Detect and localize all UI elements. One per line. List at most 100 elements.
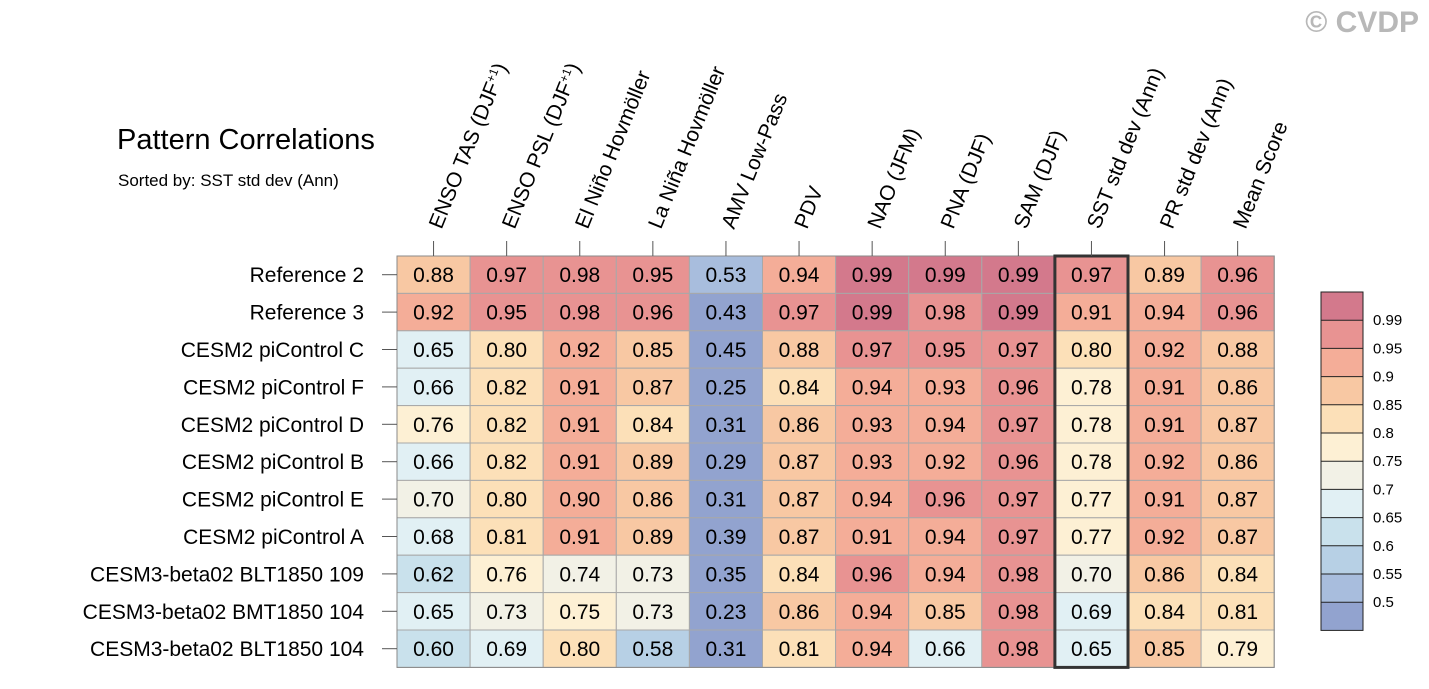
cell-value: 0.68 — [413, 526, 454, 549]
colorbar-label: 0.95 — [1373, 340, 1402, 357]
cell-value: 0.69 — [486, 638, 527, 661]
cell-value: 0.78 — [1071, 414, 1112, 437]
row-label: CESM2 piControl A — [183, 526, 364, 549]
cell-value: 0.87 — [779, 489, 820, 512]
cell-value: 0.99 — [925, 264, 966, 287]
heatmap-cell — [762, 592, 837, 631]
cell-value: 0.84 — [632, 414, 673, 437]
heatmap-cell — [1127, 255, 1202, 294]
colorbar-box — [1321, 320, 1363, 349]
cell-value: 0.84 — [1217, 563, 1258, 586]
row-label: CESM2 piControl E — [182, 489, 364, 512]
heatmap-cell — [908, 629, 983, 668]
heatmap-cell — [615, 479, 690, 519]
cell-value: 0.66 — [413, 451, 454, 474]
cell-value: 0.86 — [1144, 563, 1185, 586]
cell-value: 0.91 — [1144, 414, 1185, 437]
cell-value: 0.84 — [779, 563, 820, 586]
cell-value: 0.97 — [779, 302, 820, 325]
colorbar-box — [1321, 545, 1363, 574]
colorbar-label: 0.55 — [1373, 566, 1402, 583]
cell-value: 0.90 — [559, 489, 600, 512]
heatmap-cell — [981, 442, 1056, 481]
heatmap-cell — [981, 292, 1056, 332]
row-label: CESM2 piControl F — [183, 376, 364, 399]
colorbar-box — [1321, 292, 1363, 321]
cell-value: 0.93 — [852, 414, 893, 437]
cell-value: 0.73 — [486, 601, 527, 624]
cell-value: 0.31 — [706, 414, 747, 437]
cell-value: 0.80 — [486, 489, 527, 512]
column-label: Mean Score — [1229, 118, 1293, 232]
cell-value: 0.86 — [632, 489, 673, 512]
cell-value: 0.96 — [1217, 264, 1258, 287]
column-label: PDV — [790, 183, 828, 232]
cell-value: 0.94 — [925, 526, 966, 549]
row-label: CESM2 piControl C — [181, 339, 364, 362]
heatmap-cell — [396, 330, 471, 369]
cell-value: 0.73 — [632, 563, 673, 586]
cell-value: 0.99 — [852, 264, 893, 287]
cell-value: 0.75 — [559, 601, 600, 624]
heatmap-cell — [1127, 592, 1202, 631]
heatmap-cell — [688, 479, 764, 519]
heatmap-cell — [615, 330, 690, 369]
cell-value: 0.94 — [925, 563, 966, 586]
cell-value: 0.91 — [559, 526, 600, 549]
cell-value: 0.94 — [779, 264, 820, 287]
cell-value: 0.91 — [1144, 376, 1185, 399]
heatmap-cell — [615, 405, 690, 444]
cell-value: 0.73 — [632, 601, 673, 624]
heatmap-cell — [615, 554, 690, 594]
cell-value: 0.31 — [706, 489, 747, 512]
cell-value: 0.74 — [559, 563, 600, 586]
heatmap-cell — [1127, 554, 1202, 594]
heatmap-cell — [1200, 405, 1275, 444]
colorbar-box — [1321, 517, 1363, 546]
cell-value: 0.77 — [1071, 526, 1112, 549]
cell-value: 0.92 — [1144, 451, 1185, 474]
cell-value: 0.86 — [1217, 451, 1258, 474]
cell-value: 0.97 — [998, 339, 1039, 362]
cell-value: 0.98 — [925, 302, 966, 325]
cell-value: 0.95 — [632, 264, 673, 287]
cell-value: 0.86 — [779, 414, 820, 437]
heatmap-cell — [469, 629, 544, 668]
column-label: ENSO TAS (DJF+1) — [425, 60, 512, 232]
cell-value: 0.89 — [1144, 264, 1185, 287]
cell-value: 0.81 — [779, 638, 820, 661]
colorbar-box — [1321, 602, 1363, 631]
cell-value: 0.92 — [1144, 339, 1185, 362]
cell-value: 0.98 — [998, 638, 1039, 661]
cell-value: 0.98 — [559, 302, 600, 325]
cell-value: 0.91 — [559, 414, 600, 437]
colorbar-box — [1321, 433, 1363, 462]
cell-value: 0.80 — [486, 339, 527, 362]
cell-value: 0.94 — [852, 489, 893, 512]
cell-value: 0.78 — [1071, 376, 1112, 399]
heatmap-cell — [615, 592, 690, 631]
cell-value: 0.43 — [706, 302, 747, 325]
cell-value: 0.76 — [486, 563, 527, 586]
heatmap-cell — [762, 367, 837, 407]
heatmap-cell — [1054, 330, 1129, 369]
cell-value: 0.78 — [1071, 451, 1112, 474]
heatmap-cell — [908, 442, 983, 481]
heatmap-cell — [1127, 405, 1202, 444]
cell-value: 0.58 — [632, 638, 673, 661]
column-label: La Niña Hovmöller — [644, 63, 730, 232]
cell-value: 0.98 — [559, 264, 600, 287]
heatmap-cell — [981, 517, 1056, 556]
cell-value: 0.76 — [413, 414, 454, 437]
heatmap-cell — [835, 442, 910, 481]
heatmap-cell — [1127, 517, 1202, 556]
heatmap-cells: 0.88 0.97 0.98 0.95 0.53 0.94 0.99 0.99 0.99 0.97… — [396, 254, 1275, 669]
colorbar-box — [1321, 348, 1363, 377]
heatmap-cell — [1054, 405, 1129, 444]
cell-value: 0.91 — [559, 376, 600, 399]
cell-value: 0.92 — [559, 339, 600, 362]
cell-value: 0.96 — [1217, 302, 1258, 325]
heatmap-cell — [688, 292, 764, 332]
cell-value: 0.80 — [559, 638, 600, 661]
heatmap-cell — [1200, 554, 1275, 594]
